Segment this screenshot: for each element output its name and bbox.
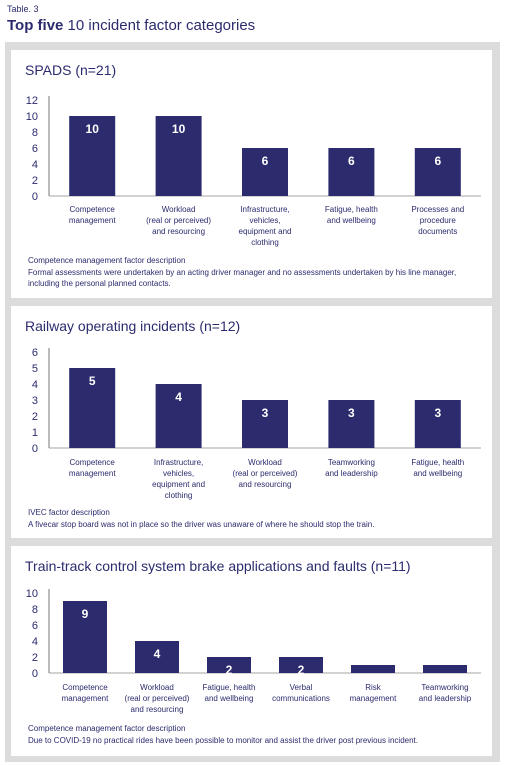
category-label: Risk management: [350, 683, 397, 703]
bar: [328, 400, 375, 448]
chart-title: Train-track control system brake applica…: [25, 558, 411, 574]
train-track-bar-chart: 0 2 4 6 8 10 9 Competence management 4 Workload (re…: [26, 588, 481, 714]
y-tick-label: 2: [32, 411, 38, 423]
bar-value-label: 3: [434, 406, 441, 420]
bar-value-label: 10: [86, 122, 100, 136]
y-tick-label: 1: [32, 427, 38, 439]
bar-value-label: 1: [442, 671, 449, 685]
category-label: Competence management: [62, 683, 109, 703]
y-tick-label: 2: [32, 175, 38, 187]
description-text: A fivecar stop board was not in place so…: [28, 520, 375, 529]
y-tick-label: 8: [32, 604, 38, 616]
bar-value-label: 9: [82, 607, 89, 621]
bar: [414, 400, 461, 448]
description-title: Competence management factor description: [28, 256, 186, 265]
y-tick-label: 4: [32, 379, 38, 391]
category-label: Teamworking and leadership: [419, 683, 472, 703]
category-label: Infrastructure, vehicles, equipment and clo…: [152, 458, 205, 500]
bar-value-label: 5: [89, 374, 96, 388]
bar-value-label: 3: [262, 406, 269, 420]
y-tick-label: 10: [26, 588, 38, 600]
page-title: Top five 10 incident factor categories: [7, 17, 255, 34]
train-track-panel: Train-track control system brake applica…: [11, 546, 492, 756]
railway-operating-bar-chart: 0 1 2 3 4 5 6 5 Competence management 4 Infrastruct…: [32, 347, 481, 500]
category-label: Competence management: [69, 458, 116, 478]
bar-value-label: 2: [226, 663, 233, 677]
bar: [69, 116, 116, 196]
chart-title: Railway operating incidents (n=12): [25, 318, 241, 334]
category-label: Processes and procedure documents: [411, 205, 464, 236]
bar-value-label: 1: [370, 671, 377, 685]
category-label: Workload (real or perceived) and resourcin…: [125, 683, 190, 714]
category-label: Fatigue, health and wellbeing: [411, 458, 464, 478]
category-label: Workload (real or perceived) and resourcin…: [233, 458, 298, 489]
y-tick-label: 2: [32, 652, 38, 664]
description-text: Due to COVID-19 no practical rides have …: [28, 736, 418, 745]
bar: [135, 641, 179, 673]
y-tick-label: 0: [32, 668, 38, 680]
bar: [242, 148, 288, 196]
bar-value-label: 3: [348, 406, 355, 420]
bar: [155, 116, 202, 196]
y-tick-label: 6: [32, 143, 38, 155]
table-number: Table. 3: [7, 4, 39, 14]
y-tick-label: 12: [26, 95, 38, 107]
spads-panel: SPADS (n=21) 0 2 4 6 8 10 12 10 Competence manage…: [11, 50, 492, 298]
description-title: Competence management factor description: [28, 724, 186, 733]
category-label: Fatigue, health and wellbeing: [325, 205, 378, 225]
category-label: Fatigue, health and wellbeing: [203, 683, 256, 703]
category-label: Infrastructure, vehicles, equipment and clo…: [239, 205, 292, 247]
bar: [69, 368, 116, 448]
bar-value-label: 4: [154, 647, 161, 661]
bar: [328, 148, 375, 196]
y-tick-label: 0: [32, 191, 38, 203]
category-label: Workload (real or perceived) and resourcin…: [146, 205, 211, 236]
bar: [279, 657, 323, 673]
bar: [155, 384, 202, 448]
bar-value-label: 6: [348, 154, 355, 168]
bar-value-label: 6: [434, 154, 441, 168]
spads-bar-chart: 0 2 4 6 8 10 12 10 Competence management 10 Workloa…: [26, 95, 481, 247]
category-label: Competence management: [69, 205, 116, 225]
bar-value-label: 2: [298, 663, 305, 677]
y-tick-label: 4: [32, 636, 38, 648]
bar: [63, 601, 107, 673]
bar: [414, 148, 461, 196]
category-label: Teamworking and leadership: [325, 458, 378, 478]
railway-operating-panel: Railway operating incidents (n=12) 0 1 2 3 4…: [11, 306, 492, 538]
bar-value-label: 10: [172, 122, 186, 136]
category-label: Verbal communications: [272, 683, 330, 703]
y-tick-label: 0: [32, 443, 38, 455]
bar-value-label: 6: [262, 154, 269, 168]
bar-value-label: 4: [175, 390, 182, 404]
bar: [207, 657, 251, 673]
y-tick-label: 6: [32, 620, 38, 632]
chart-title: SPADS (n=21): [25, 62, 117, 78]
y-tick-label: 3: [32, 395, 38, 407]
bar: [351, 665, 395, 673]
y-tick-label: 8: [32, 127, 38, 139]
description-text: Formal assessments were undertaken by an…: [28, 268, 457, 288]
bar: [423, 665, 467, 673]
bar: [242, 400, 288, 448]
description-title: IVEC factor description: [28, 508, 110, 517]
title-rest: 10 incident factor categories: [63, 17, 256, 34]
y-tick-label: 10: [26, 111, 38, 123]
y-tick-label: 4: [32, 159, 38, 171]
title-bold: Top five: [7, 17, 64, 34]
y-tick-label: 5: [32, 363, 38, 375]
y-tick-label: 6: [32, 347, 38, 359]
